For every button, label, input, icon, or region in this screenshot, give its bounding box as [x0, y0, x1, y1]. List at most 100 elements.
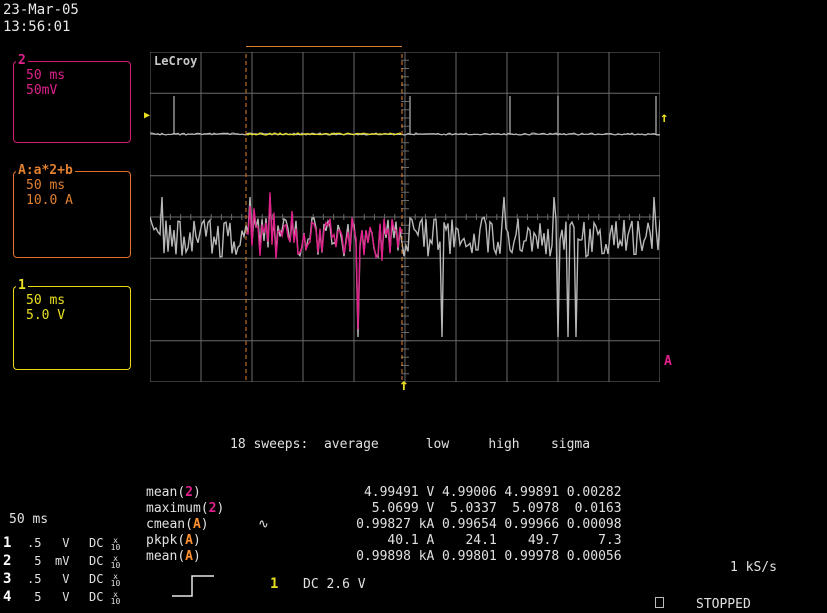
ch2-scale: 50mV — [26, 83, 58, 98]
trigger-position-marker[interactable]: ↑ — [399, 375, 409, 394]
acquisition-status: STOPPED — [696, 597, 751, 612]
math-a-formula: :a*2+b — [25, 163, 73, 178]
meas-value: 5.0978 — [512, 501, 560, 516]
trace-ch1 — [149, 96, 661, 136]
math-a-badge: A — [18, 163, 26, 178]
trace-math-a-overlay — [245, 192, 403, 330]
trigger-slope-icon — [172, 575, 214, 597]
col-low: low — [425, 437, 450, 452]
measurement-row[interactable]: mean(2) 4.99491 V 4.99006 4.99891 0.00282 — [146, 485, 622, 500]
meas-source: A — [185, 549, 193, 564]
channel-volts: .5 — [26, 572, 42, 586]
meas-source: 2 — [208, 501, 217, 516]
measurement-row[interactable]: pkpk(A) 40.1 A 24.1 49.7 7.3 — [146, 533, 622, 548]
math-a-timebase: 50 ms — [26, 178, 66, 193]
cyclic-icon: ∿ — [258, 517, 269, 532]
ch1-right-marker: ↑ — [660, 110, 669, 126]
meas-name: cmean — [146, 517, 186, 532]
math-a-right-marker: A — [664, 354, 672, 369]
trace-label-ch1[interactable]: 1 50 ms 5.0 V — [13, 278, 131, 370]
meas-source: 2 — [185, 485, 193, 500]
channel-coupling: DC — [88, 536, 104, 550]
channel-setting-2[interactable]: 2 5 mV DC x 10 — [3, 553, 120, 569]
sweeps-label: 18 sweeps: — [230, 437, 309, 452]
meas-value: 7.3 — [598, 533, 622, 548]
ch1-badge: 1 — [16, 278, 28, 293]
channel-unit: V — [62, 590, 70, 604]
col-average: average — [323, 437, 379, 452]
channel-coupling: DC — [88, 590, 104, 604]
waveform-svg: LeCroy — [149, 47, 661, 383]
channel-number: 4 — [3, 589, 12, 605]
timestamp: 23-Mar-05 13:56:01 — [3, 2, 79, 36]
meas-value: 4.99006 — [441, 485, 497, 500]
meas-value: 0.99801 — [441, 549, 497, 564]
math-a-scale: 10.0 A — [26, 193, 73, 208]
channel-unit: mV — [54, 554, 70, 568]
meas-value: 40.1 A — [387, 533, 435, 548]
meas-value: 5.0337 — [449, 501, 497, 516]
meas-name: mean — [146, 549, 178, 564]
cursor-span-bar — [246, 46, 402, 47]
col-sigma: sigma — [550, 437, 591, 452]
measurement-row[interactable]: maximum(2) 5.0699 V 5.0337 5.0978 0.0163 — [146, 501, 622, 516]
channel-setting-4[interactable]: 4 5 V DC x 10 — [3, 589, 120, 605]
waveform-display[interactable]: LeCroy — [149, 47, 661, 383]
ch2-badge: 2 — [16, 53, 28, 68]
channel-unit: V — [62, 536, 70, 550]
date-text: 23-Mar-05 — [3, 2, 79, 18]
measurement-table: 18 sweeps: average low high sigma mean(2… — [146, 405, 622, 581]
channel-number: 1 — [3, 535, 12, 551]
channel-unit: V — [62, 572, 70, 586]
math-a-header: A:a*2+b — [16, 163, 75, 178]
channel-coupling: DC — [88, 572, 104, 586]
meas-value: 0.99978 — [504, 549, 560, 564]
trace-ch2 — [245, 132, 403, 136]
status-indicator-icon — [655, 597, 664, 608]
ch1-timebase: 50 ms — [26, 293, 66, 308]
meas-value: 0.99966 — [504, 517, 560, 532]
time-text: 13:56:01 — [3, 19, 71, 35]
channel-number: 3 — [3, 571, 12, 587]
measurement-row[interactable]: cmean(A) ∿ 0.99827 kA 0.99654 0.99966 0.00098 — [146, 517, 622, 532]
channel-coupling: DC — [88, 554, 104, 568]
graticule — [149, 51, 661, 383]
measurement-row[interactable]: mean(A) 0.99898 kA 0.99801 0.99978 0.00056 — [146, 549, 622, 564]
trace-label-math-a[interactable]: A:a*2+b 50 ms 10.0 A — [13, 163, 131, 258]
meas-source: A — [192, 517, 201, 532]
meas-value: 4.99491 V — [363, 485, 435, 500]
probe-x10-icon: x 10 — [110, 589, 121, 606]
meas-name: mean — [146, 485, 178, 500]
meas-value: 4.99891 — [504, 485, 560, 500]
trigger-level: DC 2.6 V — [303, 577, 366, 592]
channel-setting-3[interactable]: 3 .5 V DC x 10 — [3, 571, 120, 587]
ch1-scale: 5.0 V — [26, 308, 66, 323]
brand-logo: LeCroy — [154, 54, 197, 68]
measurement-header: 18 sweeps: average low high sigma — [146, 437, 622, 453]
meas-value: 0.99898 kA — [356, 549, 435, 564]
probe-x10-icon: x 10 — [110, 535, 121, 552]
meas-name: maximum — [146, 501, 201, 516]
meas-source: A — [185, 533, 193, 548]
trace-label-ch2[interactable]: 2 50 ms 50mV — [13, 53, 131, 143]
channel-volts: 5 — [34, 590, 42, 604]
trigger-source: 1 — [270, 576, 279, 592]
sample-rate: 1 kS/s — [730, 560, 777, 575]
ch1-level-marker[interactable]: ▶ — [144, 110, 151, 121]
meas-value: 0.0163 — [574, 501, 622, 516]
meas-value: 0.99827 kA — [356, 517, 435, 532]
meas-value: 0.00098 — [566, 517, 622, 532]
meas-value: 0.00056 — [566, 549, 622, 564]
probe-x10-icon: x 10 — [110, 571, 121, 588]
meas-value: 24.1 — [465, 533, 497, 548]
meas-value: 0.00282 — [566, 485, 622, 500]
channel-volts: 5 — [34, 554, 42, 568]
channel-number: 2 — [3, 553, 12, 569]
meas-name: pkpk — [146, 533, 178, 548]
channel-setting-1[interactable]: 1 .5 V DC x 10 — [3, 535, 120, 551]
ch2-timebase: 50 ms — [26, 68, 66, 83]
meas-value: 49.7 — [527, 533, 560, 548]
timebase-readout: 50 ms — [9, 512, 49, 527]
col-high: high — [488, 437, 520, 452]
brand-logo-bg — [151, 53, 185, 68]
